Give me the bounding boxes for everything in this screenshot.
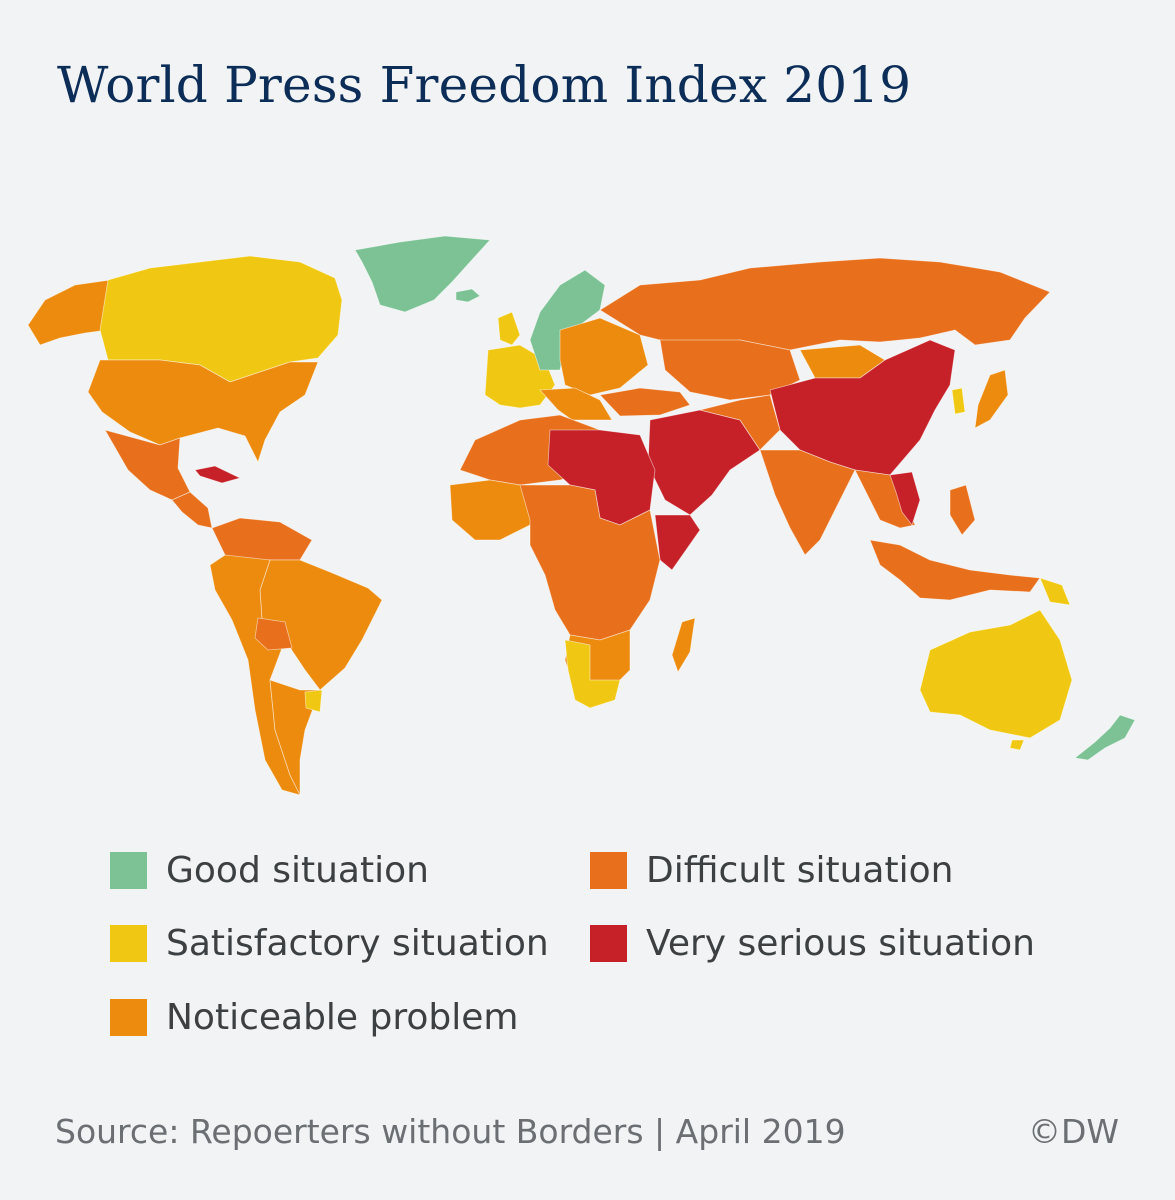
legend: Good situation Satisfactory situation No… xyxy=(110,845,1110,1075)
legend-swatch-difficult xyxy=(590,852,627,889)
legend-item-good: Good situation xyxy=(110,850,429,891)
region-uruguay xyxy=(304,689,323,713)
region-new-zealand xyxy=(1074,714,1136,761)
legend-swatch-good xyxy=(110,852,147,889)
legend-swatch-very-serious xyxy=(590,925,627,962)
world-map xyxy=(27,235,1136,796)
region-korea xyxy=(951,387,966,415)
region-russia xyxy=(599,257,1051,351)
region-australia xyxy=(919,609,1073,739)
region-greenland xyxy=(354,235,491,313)
region-japan xyxy=(974,369,1009,429)
region-png xyxy=(1039,577,1071,606)
region-central-america xyxy=(171,491,213,529)
legend-item-difficult: Difficult situation xyxy=(590,850,953,891)
region-iran-pakistan xyxy=(699,394,781,451)
region-eastern-europe xyxy=(559,317,649,396)
source-text: Source: Repoerters without Borders | Apr… xyxy=(55,1112,846,1151)
legend-label-noticeable: Noticeable problem xyxy=(166,997,519,1038)
legend-item-satisfactory: Satisfactory situation xyxy=(110,923,549,964)
legend-item-very-serious: Very serious situation xyxy=(590,923,1035,964)
legend-label-difficult: Difficult situation xyxy=(646,850,954,891)
legend-swatch-satisfactory xyxy=(110,925,147,962)
region-iceland xyxy=(455,288,481,303)
page-title: World Press Freedom Index 2019 xyxy=(57,56,912,114)
region-alaska xyxy=(27,279,111,346)
region-bolivia xyxy=(254,617,293,651)
region-madagascar xyxy=(671,617,696,673)
region-central-africa xyxy=(519,484,661,641)
region-philippines xyxy=(949,484,976,536)
region-cuba xyxy=(194,465,242,484)
legend-swatch-noticeable xyxy=(110,999,147,1036)
region-horn-of-africa xyxy=(654,514,701,571)
region-usa xyxy=(87,359,319,464)
credit-text: ©DW xyxy=(1027,1112,1119,1151)
region-indonesia xyxy=(869,539,1041,601)
region-south-america-north xyxy=(211,517,313,561)
region-middle-east xyxy=(647,409,761,516)
region-balkans xyxy=(539,387,613,421)
region-vietnam xyxy=(889,471,921,526)
region-south-africa xyxy=(564,639,621,709)
legend-label-good: Good situation xyxy=(166,850,429,891)
region-turkey xyxy=(599,387,691,417)
region-uk xyxy=(497,311,521,346)
region-india xyxy=(759,449,856,556)
legend-label-satisfactory: Satisfactory situation xyxy=(166,923,549,964)
legend-label-very-serious: Very serious situation xyxy=(646,923,1035,964)
region-tasmania xyxy=(1009,739,1025,751)
region-mexico xyxy=(104,429,191,501)
legend-item-noticeable: Noticeable problem xyxy=(110,997,518,1038)
